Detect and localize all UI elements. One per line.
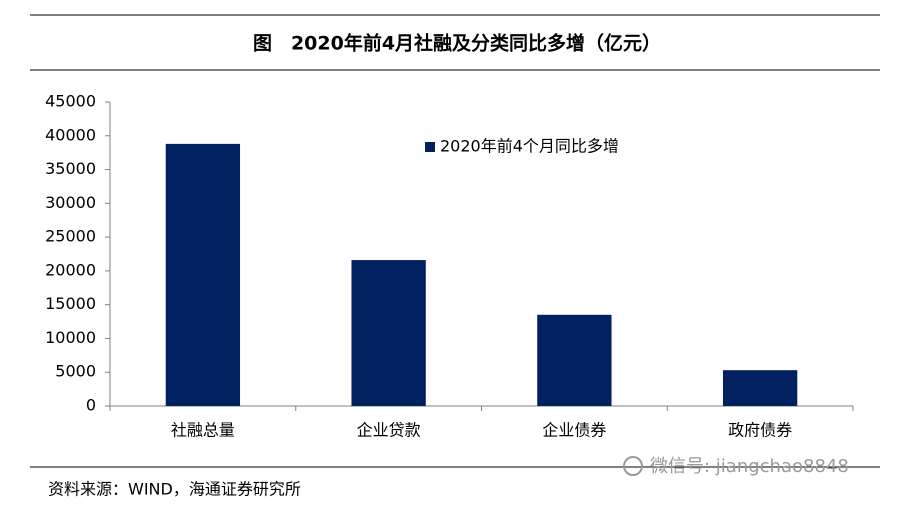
y-tick-label: 5000 (55, 362, 96, 381)
y-tick-label: 0 (86, 396, 96, 415)
x-tick-label: 政府债券 (728, 421, 792, 440)
y-tick-label: 45000 (45, 92, 96, 111)
y-tick-label: 40000 (45, 125, 96, 144)
legend-swatch (425, 142, 435, 152)
y-tick-label: 15000 (45, 294, 96, 313)
y-tick-label: 35000 (45, 159, 96, 178)
watermark: 微信号: jiangchao8848 (650, 456, 849, 477)
y-tick-label: 10000 (45, 328, 96, 347)
watermark-icon (623, 456, 643, 476)
y-tick-label: 30000 (45, 193, 96, 212)
bar (165, 143, 241, 406)
bar (537, 314, 612, 406)
x-tick-label: 社融总量 (171, 421, 235, 440)
x-tick-label: 企业贷款 (357, 421, 421, 440)
bar (351, 260, 426, 406)
source-note: 资料来源：WIND，海通证券研究所 (48, 480, 301, 499)
legend-label: 2020年前4个月同比多增 (440, 137, 619, 156)
chart-title: 图 2020年前4月社融及分类同比多增（亿元） (253, 32, 661, 55)
y-tick-label: 25000 (45, 227, 96, 246)
bar (722, 370, 798, 406)
x-tick-label: 企业债券 (542, 421, 606, 440)
y-tick-label: 20000 (45, 260, 96, 279)
